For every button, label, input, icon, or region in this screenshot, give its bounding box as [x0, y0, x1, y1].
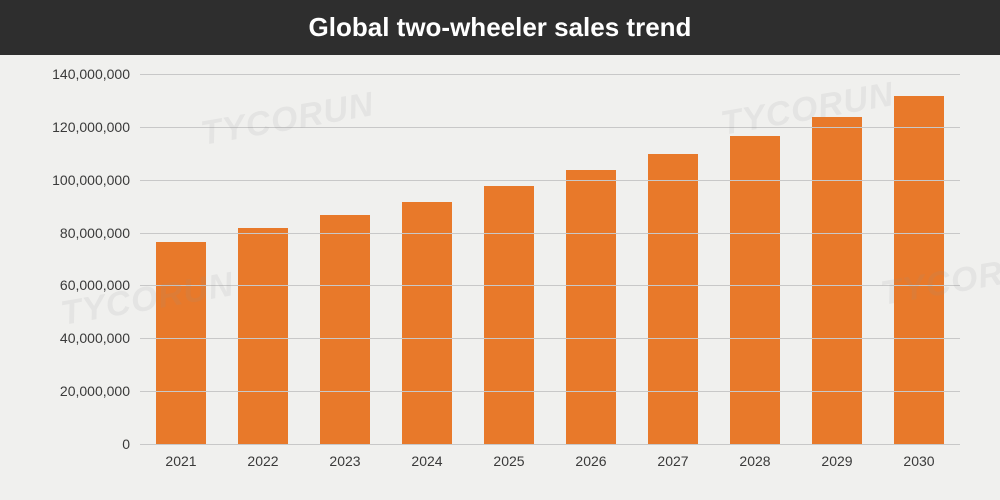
bar-slot: 2021 [140, 75, 222, 445]
grid-line: 60,000,000 [140, 285, 960, 286]
bar [730, 136, 781, 445]
y-axis-label: 60,000,000 [60, 277, 130, 293]
bar-slot: 2025 [468, 75, 550, 445]
x-axis-label: 2021 [165, 453, 196, 469]
grid-line: 40,000,000 [140, 338, 960, 339]
bar-slot: 2029 [796, 75, 878, 445]
bar [566, 170, 617, 445]
y-axis-label: 100,000,000 [52, 172, 130, 188]
chart-title: Global two-wheeler sales trend [309, 12, 692, 42]
bar [402, 202, 453, 445]
bars-container: 2021202220232024202520262027202820292030 [140, 75, 960, 445]
x-axis-label: 2025 [493, 453, 524, 469]
x-axis-label: 2024 [411, 453, 442, 469]
x-axis-label: 2026 [575, 453, 606, 469]
x-axis-label: 2023 [329, 453, 360, 469]
bar [648, 154, 699, 445]
grid-line: 120,000,000 [140, 127, 960, 128]
bar-slot: 2024 [386, 75, 468, 445]
x-axis-label: 2030 [903, 453, 934, 469]
bar-slot: 2023 [304, 75, 386, 445]
grid-line: 100,000,000 [140, 180, 960, 181]
grid-line: 140,000,000 [140, 74, 960, 75]
bar [812, 117, 863, 445]
bar-slot: 2027 [632, 75, 714, 445]
plot-area: 2021202220232024202520262027202820292030… [140, 75, 960, 445]
chart-title-bar: Global two-wheeler sales trend [0, 0, 1000, 55]
bar [320, 215, 371, 445]
bar-slot: 2030 [878, 75, 960, 445]
chart-area: 2021202220232024202520262027202820292030… [0, 55, 1000, 495]
x-axis-label: 2028 [739, 453, 770, 469]
y-axis-label: 0 [122, 436, 130, 452]
grid-line: 20,000,000 [140, 391, 960, 392]
grid-line: 0 [140, 444, 960, 445]
bar-slot: 2022 [222, 75, 304, 445]
bar [484, 186, 535, 445]
x-axis-label: 2027 [657, 453, 688, 469]
y-axis-label: 120,000,000 [52, 119, 130, 135]
y-axis-label: 40,000,000 [60, 330, 130, 346]
grid-line: 80,000,000 [140, 233, 960, 234]
y-axis-label: 140,000,000 [52, 66, 130, 82]
x-axis-label: 2029 [821, 453, 852, 469]
y-axis-label: 20,000,000 [60, 383, 130, 399]
bar-slot: 2028 [714, 75, 796, 445]
x-axis-label: 2022 [247, 453, 278, 469]
bar [894, 96, 945, 445]
bar [238, 228, 289, 445]
bar-slot: 2026 [550, 75, 632, 445]
y-axis-label: 80,000,000 [60, 225, 130, 241]
bar [156, 242, 207, 446]
